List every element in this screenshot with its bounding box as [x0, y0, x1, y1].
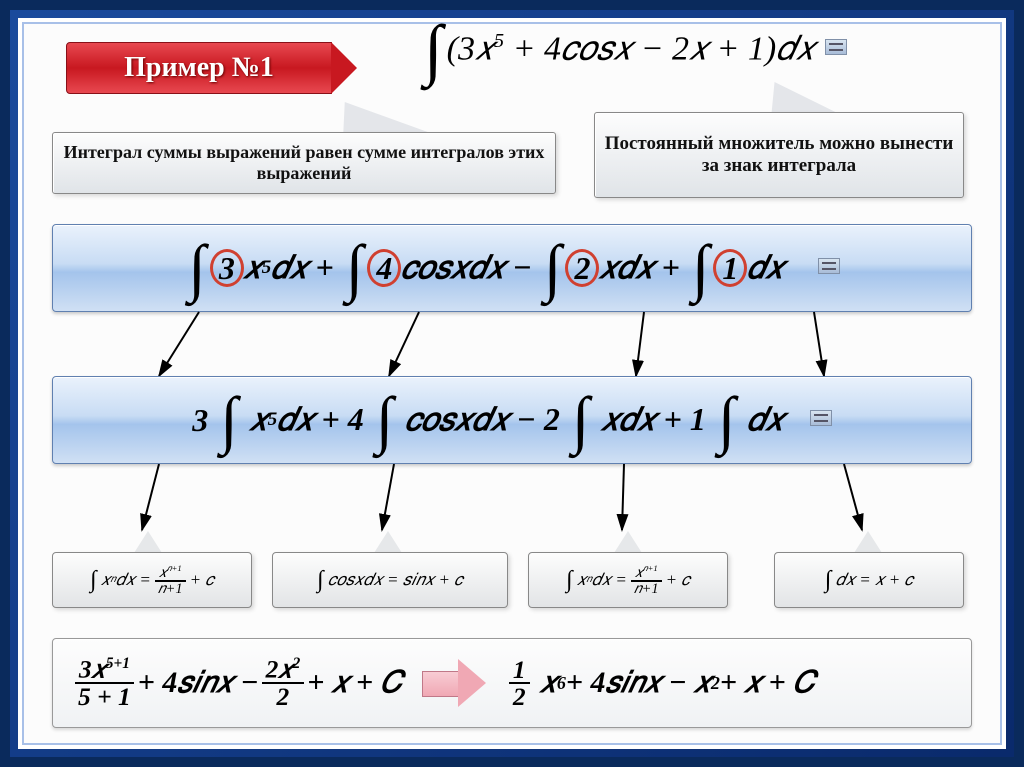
result-arrow-icon	[422, 659, 486, 707]
step1-bar: ∫3𝑥5𝑑𝑥 + ∫4𝑐𝑜𝑠𝑥𝑑𝑥 − ∫2𝑥𝑑𝑥 + ∫1𝑑𝑥	[52, 224, 972, 312]
equals-icon	[825, 39, 847, 55]
step2-bar: 3 ∫ 𝑥5𝑑𝑥 + 4 ∫ 𝑐𝑜𝑠𝑥𝑑𝑥 − 2 ∫ 𝑥𝑑𝑥 + 1 ∫ 𝑑𝑥	[52, 376, 972, 464]
hint-tail	[614, 531, 642, 553]
hint-const-text: Постоянный множитель можно вынести за зн…	[603, 133, 955, 177]
title-text: Пример №1	[124, 52, 274, 84]
equals-icon	[818, 258, 840, 274]
formula-box-2: ∫ 𝑐𝑜𝑠𝑥𝑑𝑥 = 𝑠𝑖𝑛𝑥 + 𝑐	[272, 552, 508, 608]
hint-sum-text: Интеграл суммы выражений равен сумме инт…	[61, 142, 547, 184]
formula-box-4: ∫ 𝑑𝑥 = 𝑥 + 𝑐	[774, 552, 964, 608]
hint-tail	[374, 531, 402, 553]
hint-tail	[134, 531, 162, 553]
result-bar: 3𝑥5+15 + 1 + 4𝑠𝑖𝑛𝑥 − 2𝑥22 + 𝑥 + 𝐶 12 𝑥6 …	[52, 638, 972, 728]
hint-tail	[854, 531, 882, 553]
callout-tail	[325, 102, 433, 134]
formula-box-3: ∫ 𝑥𝑛𝑑𝑥 = 𝑥𝑛+1𝑛+1 + 𝑐	[528, 552, 728, 608]
formula-box-1: ∫ 𝑥𝑛𝑑𝑥 = 𝑥𝑛+1𝑛+1 + 𝑐	[52, 552, 252, 608]
hint-sum-box: Интеграл суммы выражений равен сумме инт…	[52, 132, 556, 194]
callout-tail	[757, 82, 840, 114]
main-integral: ∫(3𝑥5 + 4𝑐𝑜𝑠𝑥 − 2𝑥 + 1)𝑑𝑥	[424, 30, 847, 68]
hint-const-box: Постоянный множитель можно вынести за зн…	[594, 112, 964, 198]
equals-icon	[810, 410, 832, 426]
example-title-ribbon: Пример №1	[66, 42, 332, 94]
